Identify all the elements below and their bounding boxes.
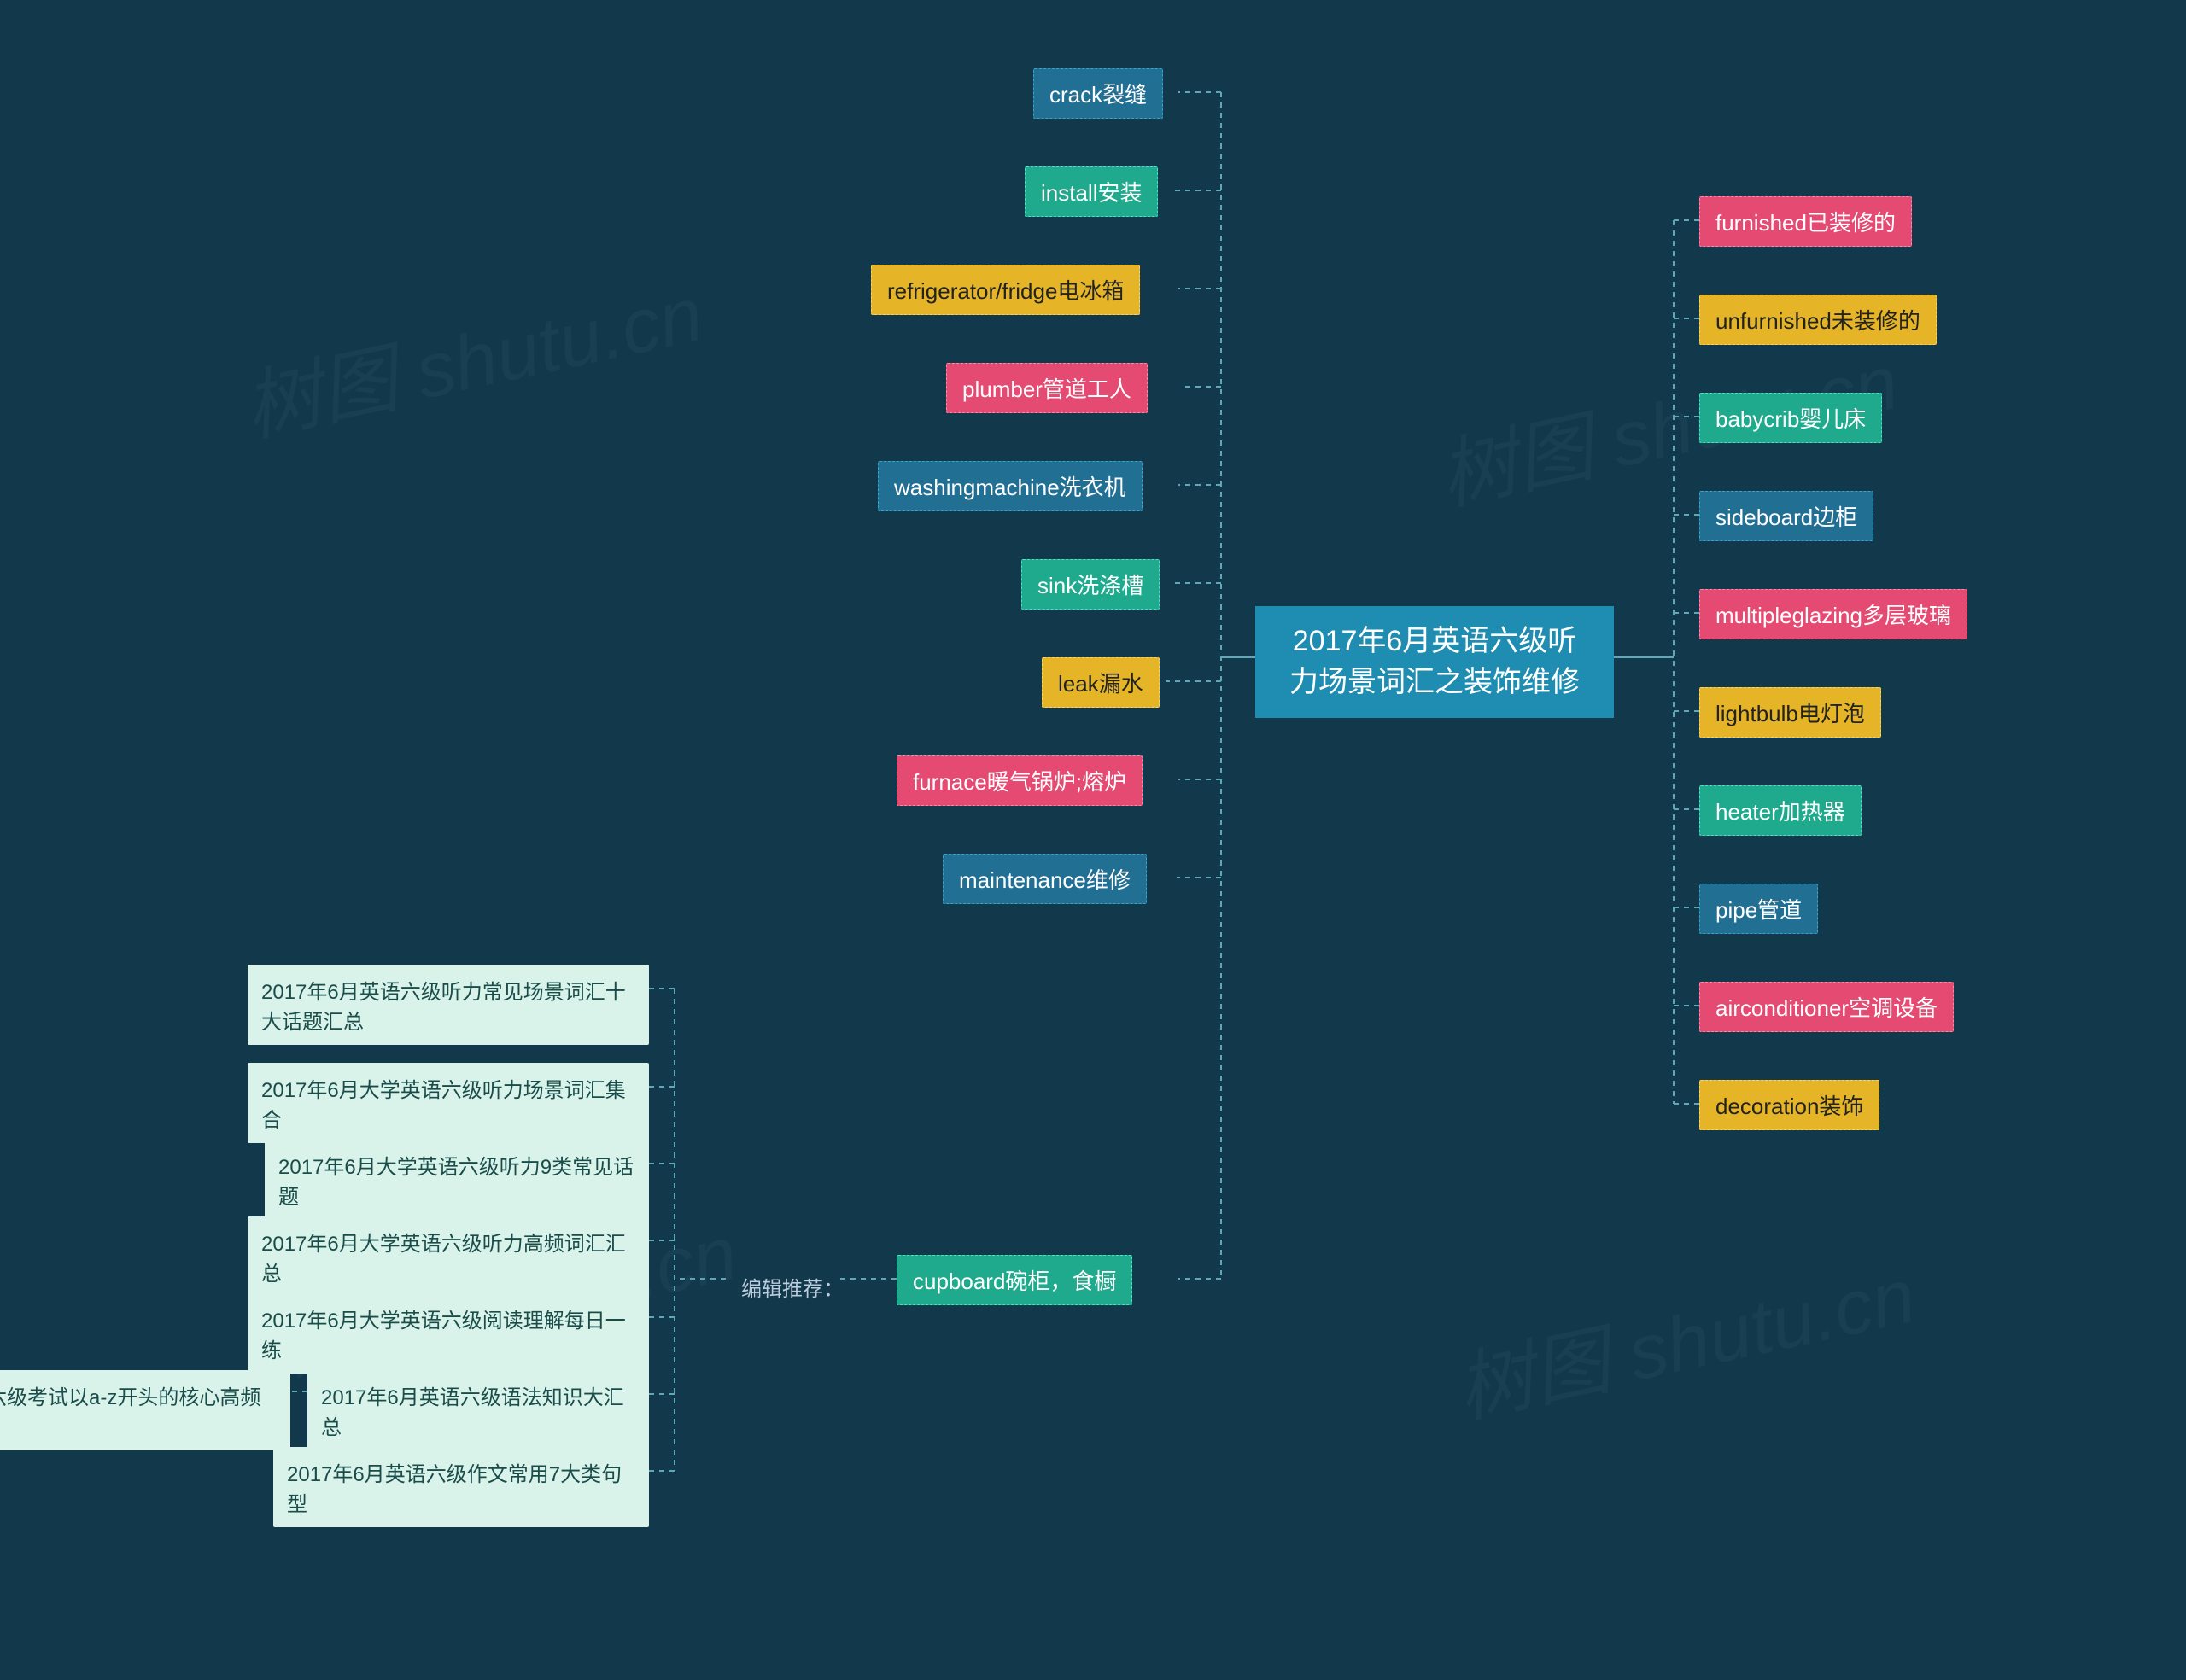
node-label: decoration装饰 bbox=[1715, 1094, 1863, 1119]
mindmap-node[interactable]: 2017年6月大学英语六级听力9类常见话题 bbox=[265, 1140, 649, 1220]
root-label: 2017年6月英语六级听力场景词汇之装饰维修 bbox=[1289, 625, 1580, 698]
mindmap-node[interactable]: babycrib婴儿床 bbox=[1699, 393, 1882, 443]
mindmap-node[interactable]: crack裂缝 bbox=[1033, 68, 1163, 119]
mindmap-node[interactable]: cupboard碗柜，食橱 bbox=[897, 1255, 1132, 1305]
watermark: 树图 shutu.cn bbox=[1445, 1234, 1923, 1439]
node-label: unfurnished未装修的 bbox=[1715, 308, 1920, 334]
node-label: washingmachine洗衣机 bbox=[894, 475, 1126, 500]
node-label: lightbulb电灯泡 bbox=[1715, 701, 1865, 726]
editor-label-node[interactable]: 编辑推荐： bbox=[726, 1263, 859, 1310]
mindmap-node[interactable]: decoration装饰 bbox=[1699, 1080, 1879, 1130]
node-label: refrigerator/fridge电冰箱 bbox=[887, 278, 1124, 304]
mindmap-node[interactable]: sideboard边柜 bbox=[1699, 491, 1873, 541]
node-label: 2017年6月英语六级作文常用7大类句型 bbox=[287, 1463, 622, 1516]
node-label: furnished已装修的 bbox=[1715, 210, 1896, 236]
node-label: maintenance维修 bbox=[959, 867, 1131, 893]
node-label: sink洗涤槽 bbox=[1037, 573, 1143, 598]
node-label: 2017年6月大学英语六级听力高频词汇汇总 bbox=[261, 1233, 626, 1286]
mindmap-node[interactable]: furnished已装修的 bbox=[1699, 196, 1912, 247]
mindmap-node[interactable]: 2017年6月大学英语六级阅读理解每日一练 bbox=[248, 1293, 649, 1374]
mindmap-node[interactable]: pipe管道 bbox=[1699, 884, 1818, 934]
mindmap-node[interactable]: refrigerator/fridge电冰箱 bbox=[871, 265, 1140, 315]
node-label: 2017年6月英语六级听力常见场景词汇十大话题汇总 bbox=[261, 981, 626, 1034]
mindmap-node[interactable]: lightbulb电灯泡 bbox=[1699, 687, 1881, 738]
node-label: furnace暖气锅炉;熔炉 bbox=[913, 769, 1126, 795]
mindmap-node[interactable]: multipleglazing多层玻璃 bbox=[1699, 589, 1967, 639]
mindmap-node[interactable]: 2017年6月大学英语六级听力场景词汇集合 bbox=[248, 1063, 649, 1143]
node-label: 英语六级考试以a-z开头的核心高频词汇 bbox=[0, 1386, 260, 1439]
mindmap-node[interactable]: furnace暖气锅炉;熔炉 bbox=[897, 755, 1143, 806]
node-label: airconditioner空调设备 bbox=[1715, 995, 1938, 1021]
root-node[interactable]: 2017年6月英语六级听力场景词汇之装饰维修 bbox=[1255, 606, 1614, 718]
mindmap-node[interactable]: 2017年6月英语六级听力常见场景词汇十大话题汇总 bbox=[248, 965, 649, 1045]
mindmap-node[interactable]: sink洗涤槽 bbox=[1021, 559, 1160, 610]
mindmap-node[interactable]: heater加热器 bbox=[1699, 785, 1862, 836]
node-label: 2017年6月英语六级语法知识大汇总 bbox=[321, 1386, 624, 1439]
mindmap-node[interactable]: install安装 bbox=[1025, 166, 1158, 217]
node-label: plumber管道工人 bbox=[962, 376, 1131, 402]
node-label: leak漏水 bbox=[1058, 671, 1143, 697]
watermark: 树图 shutu.cn bbox=[232, 252, 710, 458]
mindmap-node[interactable]: 2017年6月英语六级作文常用7大类句型 bbox=[273, 1447, 649, 1527]
node-label: cupboard碗柜，食橱 bbox=[913, 1269, 1116, 1294]
node-label: pipe管道 bbox=[1715, 897, 1802, 923]
node-label: babycrib婴儿床 bbox=[1715, 406, 1866, 432]
node-label: 2017年6月大学英语六级听力9类常见话题 bbox=[278, 1156, 634, 1209]
node-label: sideboard边柜 bbox=[1715, 505, 1857, 530]
mindmap-node[interactable]: airconditioner空调设备 bbox=[1699, 982, 1954, 1032]
node-label: crack裂缝 bbox=[1049, 82, 1147, 108]
node-label: 2017年6月大学英语六级听力场景词汇集合 bbox=[261, 1079, 626, 1132]
node-label: multipleglazing多层玻璃 bbox=[1715, 603, 1951, 628]
mindmap-node[interactable]: leak漏水 bbox=[1042, 657, 1160, 708]
mindmap-node[interactable]: unfurnished未装修的 bbox=[1699, 295, 1937, 345]
mindmap-node[interactable]: maintenance维修 bbox=[943, 854, 1147, 904]
node-label: 2017年6月大学英语六级阅读理解每日一练 bbox=[261, 1310, 626, 1362]
mindmap-node[interactable]: 2017年6月英语六级语法知识大汇总 bbox=[307, 1370, 649, 1450]
node-label: install安装 bbox=[1041, 180, 1142, 206]
mindmap-node[interactable]: plumber管道工人 bbox=[946, 363, 1148, 413]
mindmap-node[interactable]: 2017年6月大学英语六级听力高频词汇汇总 bbox=[248, 1216, 649, 1297]
mindmap-node[interactable]: washingmachine洗衣机 bbox=[878, 461, 1143, 511]
mindmap-node[interactable]: 英语六级考试以a-z开头的核心高频词汇 bbox=[0, 1370, 290, 1450]
node-label: heater加热器 bbox=[1715, 799, 1845, 825]
